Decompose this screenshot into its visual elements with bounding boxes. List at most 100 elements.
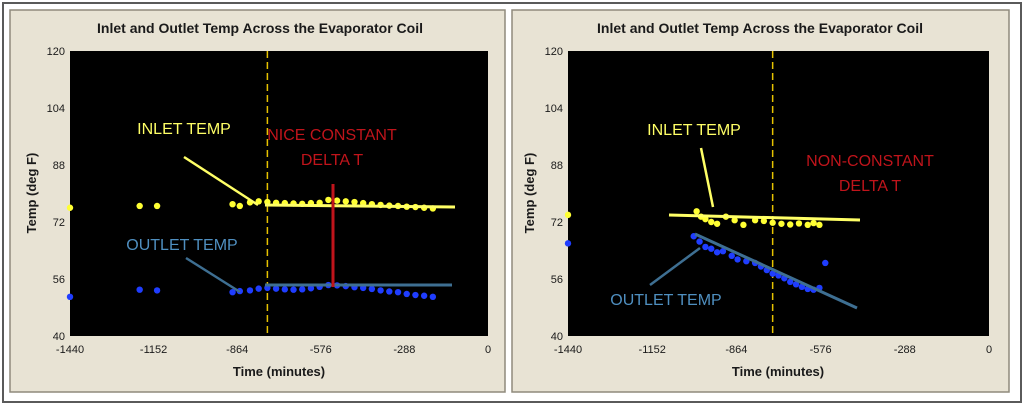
inlet-temp-point	[740, 221, 747, 229]
inlet-temp-point	[804, 221, 811, 229]
y-tick-label: 56	[551, 274, 563, 286]
outlet-temp-point	[377, 287, 384, 294]
outlet-temp-point	[719, 248, 727, 255]
x-tick-label: -1440	[56, 344, 84, 356]
inlet-temp-point	[810, 219, 817, 227]
x-tick-labels: -1440 -1152 -864 -576 -288 0	[554, 344, 992, 356]
chart-title: Inlet and Outlet Temp Across the Evapora…	[97, 20, 423, 36]
outlet-temp-point	[792, 281, 800, 288]
y-tick-label: 88	[53, 160, 65, 172]
inlet-temp-point	[333, 197, 341, 204]
y-tick-label: 104	[47, 103, 65, 115]
outlet-temp-point	[696, 238, 703, 245]
outlet-temp-point	[798, 283, 806, 291]
outlet-temp-point	[281, 286, 289, 293]
x-tick-label: -1152	[140, 344, 167, 356]
inlet-temp-point	[713, 220, 721, 227]
outlet-temp-point	[246, 287, 254, 294]
x-tick-label: -1152	[639, 344, 666, 356]
x-tick-label: -288	[894, 344, 916, 356]
inlet-temp-point	[693, 208, 700, 215]
x-tick-label: -864	[226, 344, 248, 356]
inlet-temp-point	[731, 217, 738, 224]
outlet-temp-point	[386, 288, 393, 295]
inlet-temp-point	[66, 204, 74, 211]
y-tick-label: 104	[545, 103, 563, 115]
inlet-temp-point	[153, 202, 161, 210]
outlet-temp-point	[403, 290, 410, 298]
outlet-temp-point	[229, 288, 236, 296]
inlet-temp-point	[351, 198, 358, 206]
x-tick-label: -288	[393, 344, 415, 356]
x-tick-label: 0	[986, 344, 992, 356]
outlet-temp-point	[368, 285, 376, 293]
inlet-temp-point	[769, 219, 776, 226]
delta-label-line2: DELTA T	[301, 152, 363, 169]
y-tick-label: 40	[551, 331, 563, 343]
y-tick-label: 120	[47, 46, 65, 58]
x-tick-label: -576	[810, 344, 832, 356]
y-tick-labels: 40 56 72 88 104 120	[545, 46, 563, 343]
outlet-temp-point	[255, 285, 262, 292]
inlet-temp-point	[816, 221, 823, 229]
inlet-temp-label: INLET TEMP	[647, 122, 741, 139]
outlet-temp-label: OUTLET TEMP	[126, 237, 237, 254]
y-tick-label: 56	[53, 274, 65, 286]
inlet-temp-point	[760, 217, 768, 225]
annotations: INLET TEMP OUTLET TEMP NICE CONSTANT DELTA …	[126, 121, 456, 294]
outlet-temp-label: OUTLET TEMP	[610, 292, 721, 309]
chart-panel-right: Inlet and Outlet Temp Across the Evapora…	[511, 9, 1010, 393]
plot-area	[568, 51, 989, 336]
outlet-temp-point	[307, 285, 315, 292]
inlet-temp-point	[564, 211, 572, 219]
outlet-temp-point	[734, 256, 741, 263]
x-axis-label: Time (minutes)	[732, 364, 824, 379]
outlet-temp-point	[769, 270, 776, 277]
y-tick-label: 120	[545, 46, 563, 58]
outlet-temp-point	[153, 287, 161, 294]
inlet-temp-point	[325, 196, 332, 204]
outlet-temp-point	[702, 243, 709, 251]
trend-line	[694, 232, 858, 310]
outlet-temp-point	[713, 249, 721, 256]
inlet-temp-point	[708, 218, 715, 226]
x-tick-labels: -1440 -1152 -864 -576 -288 0	[56, 344, 491, 356]
inlet-temp-point	[786, 221, 794, 228]
inlet-temp-point	[136, 202, 143, 210]
annotations: INLET TEMP OUTLET TEMP NON-CONSTANT DELTA T	[610, 122, 934, 310]
x-tick-label: -864	[725, 344, 747, 356]
y-tick-label: 40	[53, 331, 65, 343]
delta-label-line2: DELTA T	[839, 178, 901, 195]
inlet-temp-point	[778, 220, 785, 227]
inlet-pointer-line	[699, 147, 715, 208]
outlet-temp-point	[786, 278, 794, 286]
x-tick-label: 0	[485, 344, 491, 356]
delta-label-line1: NON-CONSTANT	[806, 153, 934, 170]
inlet-pointer-line	[183, 155, 259, 207]
outlet-temp-point	[394, 288, 402, 296]
outlet-temp-point	[708, 245, 715, 252]
outlet-temp-point	[272, 285, 280, 292]
y-axis-label: Temp (deg F)	[24, 153, 39, 234]
outlet-temp-point	[412, 291, 419, 299]
outlet-temp-point	[420, 292, 428, 299]
outlet-temp-point	[564, 240, 572, 247]
trend-line	[264, 203, 456, 209]
outlet-pointer-line	[185, 256, 241, 294]
y-tick-label: 72	[53, 217, 65, 229]
outlet-temp-point	[66, 293, 74, 301]
chart-title: Inlet and Outlet Temp Across the Evapora…	[597, 20, 923, 36]
inlet-temp-point	[702, 215, 709, 223]
outlet-temp-point	[728, 252, 735, 260]
outlet-pointer-line	[649, 246, 701, 287]
inlet-temp-point	[795, 220, 803, 227]
y-axis-label: Temp (deg F)	[522, 153, 537, 234]
outlet-temp-point	[299, 286, 306, 293]
x-tick-label: -576	[310, 344, 332, 356]
chart-panel-left: Inlet and Outlet Temp Across the Evapora…	[9, 9, 506, 393]
x-tick-label: -1440	[554, 344, 582, 356]
inlet-temp-point	[229, 200, 236, 208]
y-tick-label: 88	[551, 160, 563, 172]
inlet-temp-point	[342, 198, 349, 205]
